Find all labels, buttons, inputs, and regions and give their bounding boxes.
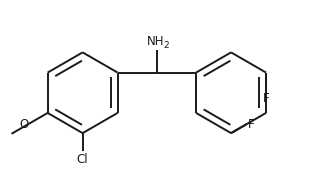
Text: Cl: Cl [77, 153, 89, 166]
Text: 2: 2 [163, 41, 169, 50]
Text: NH: NH [147, 35, 165, 48]
Text: F: F [263, 92, 269, 105]
Text: O: O [19, 118, 28, 131]
Text: F: F [248, 118, 255, 131]
